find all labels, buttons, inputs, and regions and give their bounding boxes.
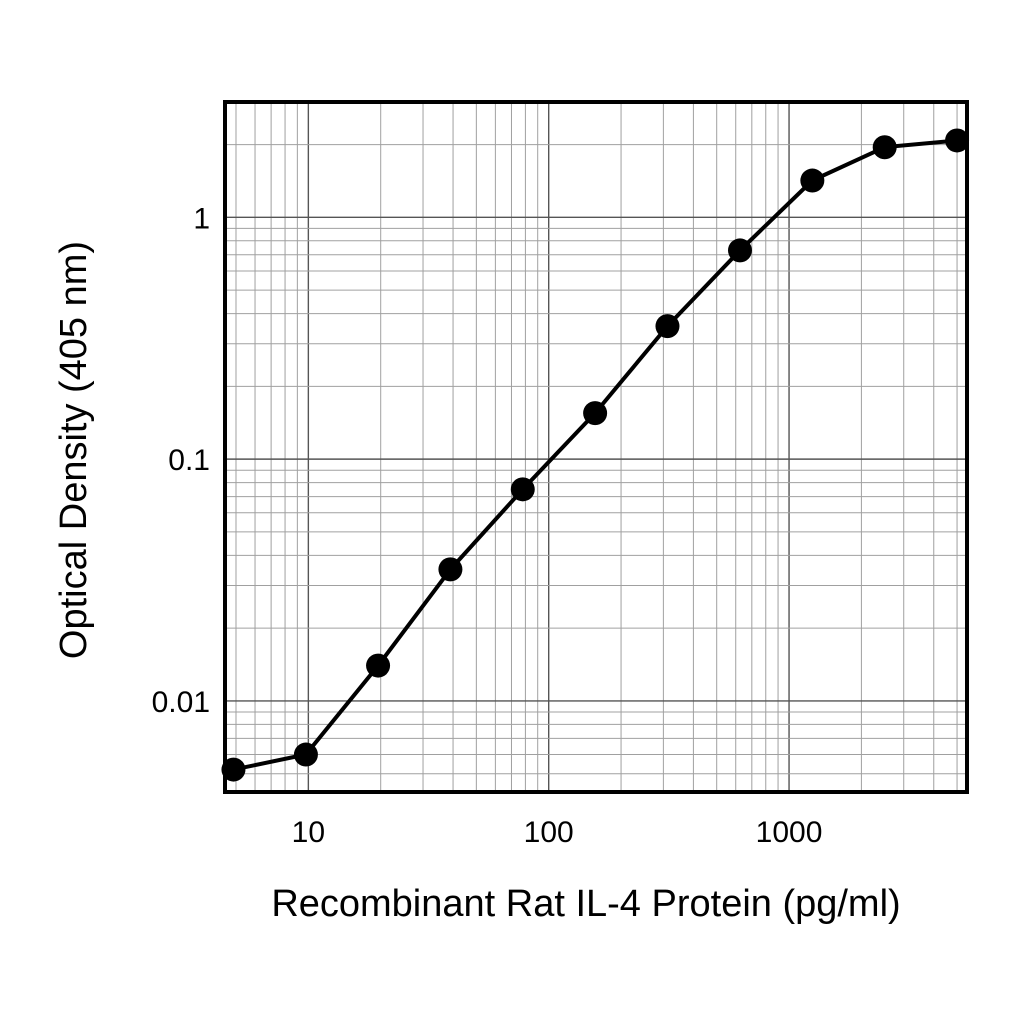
data-point <box>800 168 825 193</box>
data-point <box>655 314 680 339</box>
x-axis-ticks: 10 100 1000 <box>292 816 823 849</box>
data-point <box>872 135 897 160</box>
data-point <box>366 653 391 678</box>
data-point <box>510 477 535 502</box>
data-point <box>293 742 318 767</box>
y-tick-label: 0.1 <box>168 444 210 477</box>
y-axis-ticks: 0.01 0.1 1 <box>152 202 210 719</box>
grid <box>225 102 967 792</box>
y-tick-label: 0.01 <box>152 686 210 719</box>
data-point <box>221 757 246 782</box>
data-series <box>221 128 970 782</box>
plot-frame <box>223 100 969 794</box>
x-axis-label: Recombinant Rat IL-4 Protein (pg/ml) <box>271 883 900 925</box>
y-axis-label: Optical Density (405 nm) <box>53 241 95 659</box>
y-tick-label: 1 <box>193 202 210 235</box>
data-point <box>945 128 970 153</box>
data-point <box>727 238 752 263</box>
x-tick-label: 100 <box>524 816 574 849</box>
x-tick-label: 10 <box>292 816 325 849</box>
data-point <box>438 557 463 582</box>
data-point <box>583 401 608 426</box>
x-tick-label: 1000 <box>756 816 823 849</box>
